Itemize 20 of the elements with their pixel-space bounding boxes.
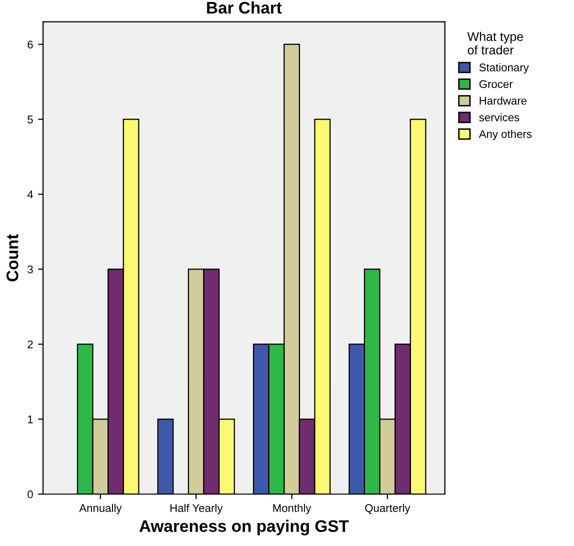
legend-label: Stationary [479,63,529,74]
legend-label: Any others [478,130,532,140]
x-tick-label: Half Yearly [170,504,223,514]
y-tick-label: 5 [28,116,33,124]
legend-label: Hardware [480,96,527,105]
y-tick-label: 0 [28,490,33,498]
y-tick-label: 1 [28,416,33,424]
y-tick-label: 4 [27,190,34,198]
chart-title: Bar Chart [207,1,282,14]
x-tick-label: Annually [79,504,122,514]
x-tick-label: Quarterly [365,504,410,514]
y-tick-label: 3 [28,265,33,274]
y-axis-title: Count [6,234,18,282]
x-tick-label: Monthly [273,504,312,514]
legend-title: What type of trader [467,32,524,54]
y-tick-label: 6 [28,40,33,48]
legend-label: Grocer [479,80,513,88]
y-tick-label: 2 [28,340,33,348]
legend-label: services [479,113,520,122]
x-axis-title: Awareness on paying GST [139,520,349,536]
